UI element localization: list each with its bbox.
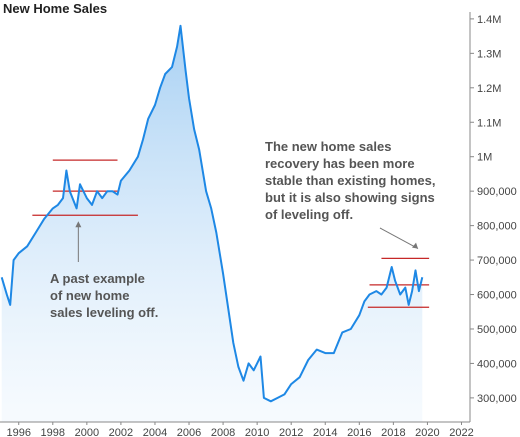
y-tick-label: 1.2M — [477, 83, 501, 95]
y-tick-label: 300,000 — [477, 393, 517, 405]
annotation-arrowhead — [412, 242, 419, 249]
annotation-text-line: of leveling off. — [265, 207, 353, 222]
x-tick-label: 1996 — [6, 427, 30, 437]
x-tick-label: 2004 — [143, 427, 167, 437]
annotation-text-line: The new home sales — [265, 139, 391, 154]
x-tick-label: 2022 — [449, 427, 473, 437]
x-tick-label: 2002 — [109, 427, 133, 437]
x-tick-label: 2014 — [313, 427, 337, 437]
x-tick-label: 1998 — [41, 427, 65, 437]
x-tick-label: 2012 — [279, 427, 303, 437]
x-tick-label: 2016 — [347, 427, 371, 437]
annotation-text-line: sales leveling off. — [50, 305, 158, 320]
x-tick-label: 2020 — [415, 427, 439, 437]
y-tick-label: 1M — [477, 152, 492, 164]
y-tick-label: 900,000 — [477, 186, 517, 198]
annotation-arrow — [379, 227, 419, 250]
y-tick-label: 600,000 — [477, 290, 517, 302]
annotation-text-line: of new home — [50, 288, 129, 303]
y-tick-label: 700,000 — [477, 255, 517, 267]
annotation-text-line: A past example — [50, 271, 145, 286]
annotation-arrowhead — [75, 221, 82, 228]
y-tick-label: 1.4M — [477, 14, 501, 26]
y-tick-label: 400,000 — [477, 358, 517, 370]
x-tick-label: 2018 — [381, 427, 405, 437]
x-tick-label: 2006 — [177, 427, 201, 437]
y-tick-label: 1.3M — [477, 48, 501, 60]
y-tick-label: 1.1M — [477, 117, 501, 129]
y-tick-label: 500,000 — [477, 324, 517, 336]
y-tick-label: 800,000 — [477, 221, 517, 233]
annotation-text-line: stable than existing homes, — [265, 173, 436, 188]
x-tick-label: 2008 — [211, 427, 235, 437]
chart-title: New Home Sales — [3, 1, 108, 16]
series-area — [1, 25, 423, 423]
x-tick-label: 2010 — [245, 427, 269, 437]
annotation-text-line: recovery has been more — [265, 156, 415, 171]
series-line — [0, 24, 424, 403]
annotation-text-line: but it is also showing signs — [265, 190, 435, 205]
x-tick-label: 2000 — [75, 427, 99, 437]
